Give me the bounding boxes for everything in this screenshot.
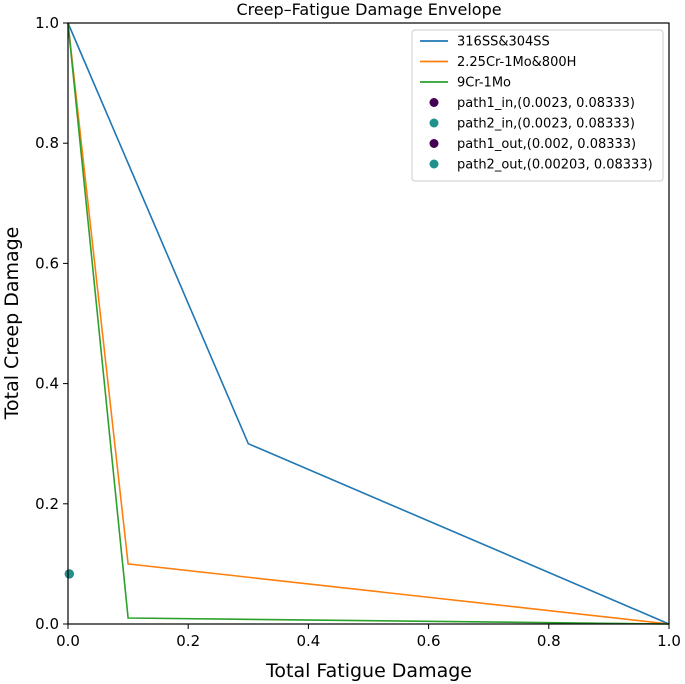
chart-title: Creep–Fatigue Damage Envelope xyxy=(236,0,501,19)
legend: 316SS&304SS 2.25Cr-1Mo&800H 9Cr-1Mo path1_i… xyxy=(411,29,664,182)
legend-label: path2_out,(0.00203, 0.08333) xyxy=(457,158,653,173)
legend-swatch xyxy=(429,159,439,169)
legend-label: path1_out,(0.002, 0.08333) xyxy=(457,137,636,152)
legend-label: 2.25Cr-1Mo&800H xyxy=(457,55,576,70)
series-line-2 xyxy=(67,22,670,625)
y-tick-label: 0.6 xyxy=(35,254,59,272)
x-tick-label: 1.0 xyxy=(657,632,681,650)
x-axis-label: Total Fatigue Damage xyxy=(265,660,472,682)
y-tick-label: 0.0 xyxy=(35,615,59,633)
legend-items: 316SS&304SS 2.25Cr-1Mo&800H 9Cr-1Mo path1_i… xyxy=(420,35,653,173)
points-layer xyxy=(64,569,74,579)
x-ticks: 0.0 0.2 0.4 0.6 0.8 1.0 xyxy=(56,624,681,650)
legend-swatch xyxy=(429,118,439,128)
series-layer xyxy=(67,22,670,625)
series-line-0 xyxy=(67,22,670,625)
data-point-6 xyxy=(64,569,74,579)
legend-box xyxy=(411,29,664,182)
y-tick-label: 0.4 xyxy=(35,375,59,393)
y-tick-label: 1.0 xyxy=(35,14,59,32)
x-tick-label: 0.2 xyxy=(176,632,200,650)
series-line-1 xyxy=(67,22,670,625)
x-tick-label: 0.6 xyxy=(417,632,441,650)
y-ticks: 0.0 0.2 0.4 0.6 0.8 1.0 xyxy=(35,14,68,633)
y-tick-label: 0.2 xyxy=(35,495,59,513)
x-tick-label: 0.8 xyxy=(537,632,561,650)
y-tick-label: 0.8 xyxy=(35,134,59,152)
legend-swatch xyxy=(429,139,439,148)
legend-swatch xyxy=(429,98,439,107)
y-axis-label: Total Creep Damage xyxy=(1,227,23,421)
legend-label: 9Cr-1Mo xyxy=(457,76,511,91)
plot-frame xyxy=(67,22,670,625)
legend-label: 316SS&304SS xyxy=(457,35,550,50)
x-tick-label: 0.4 xyxy=(296,632,320,650)
x-tick-label: 0.0 xyxy=(56,632,80,650)
legend-label: path2_in,(0.0023, 0.08333) xyxy=(457,117,635,132)
legend-label: path1_in,(0.0023, 0.08333) xyxy=(457,96,635,111)
